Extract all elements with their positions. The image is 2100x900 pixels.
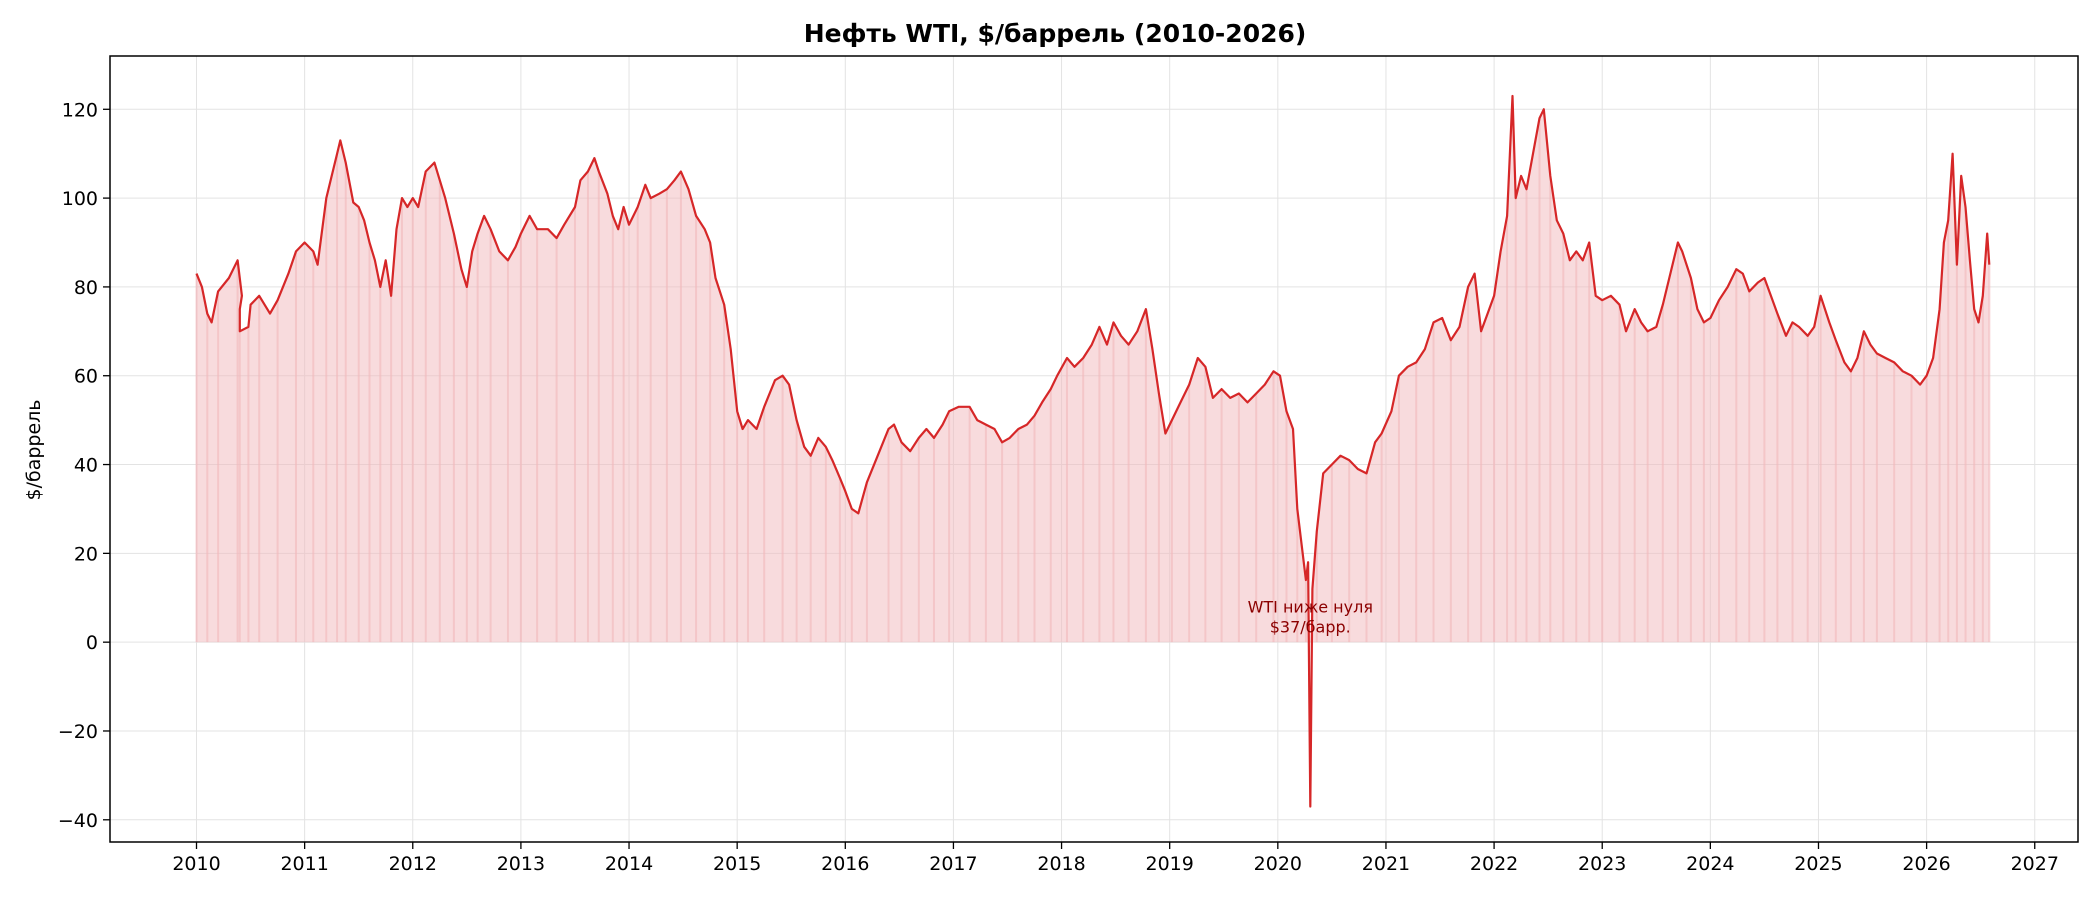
y-tick-label: 20 xyxy=(74,543,98,565)
x-tick-label: 2016 xyxy=(821,853,869,875)
y-tick-label: 40 xyxy=(74,455,98,477)
annotation-line-2: $37/барр. xyxy=(1270,617,1351,636)
y-tick-label: 120 xyxy=(62,99,98,121)
x-tick-label: 2026 xyxy=(1902,853,1950,875)
y-tick-label: −40 xyxy=(58,810,98,832)
fill-area xyxy=(195,96,1991,643)
x-tick-label: 2015 xyxy=(713,853,761,875)
x-tick-label: 2023 xyxy=(1578,853,1626,875)
y-axis-label: $/баррель xyxy=(23,399,45,500)
x-tick-label: 2027 xyxy=(2011,853,2059,875)
x-tick-label: 2022 xyxy=(1470,853,1518,875)
x-tick-label: 2010 xyxy=(172,853,220,875)
price-fill-area xyxy=(196,96,1990,643)
x-tick-label: 2018 xyxy=(1037,853,1085,875)
y-tick-label: 80 xyxy=(74,277,98,299)
y-tick-label: 0 xyxy=(86,632,98,654)
price-line xyxy=(195,94,1991,808)
x-tick-label: 2013 xyxy=(497,853,545,875)
y-tick-label: 100 xyxy=(62,188,98,210)
x-tick-label: 2012 xyxy=(389,853,437,875)
x-tick-label: 2019 xyxy=(1146,853,1194,875)
plot-frame xyxy=(109,55,2079,843)
axes: 2010 2011 2012 2013 2014 2015 2016 2017 2018 2019… xyxy=(58,55,2079,875)
price-series xyxy=(195,94,1991,808)
x-tick-label: 2021 xyxy=(1362,853,1410,875)
x-tick-label: 2017 xyxy=(929,853,977,875)
x-tick-label: 2011 xyxy=(280,853,328,875)
x-tick-label: 2020 xyxy=(1254,853,1302,875)
y-tick-label: −20 xyxy=(58,721,98,743)
annotation-group: WTI ниже нуля $37/барр. xyxy=(1248,597,1373,636)
chart-title: Нефть WTI, $/баррель (2010-2026) xyxy=(804,19,1307,48)
annotation-line-1: WTI ниже нуля xyxy=(1248,597,1373,616)
x-tick-label: 2024 xyxy=(1686,853,1734,875)
x-tick-label: 2025 xyxy=(1794,853,1842,875)
y-tick-label: 60 xyxy=(74,366,98,388)
x-tick-label: 2014 xyxy=(605,853,653,875)
